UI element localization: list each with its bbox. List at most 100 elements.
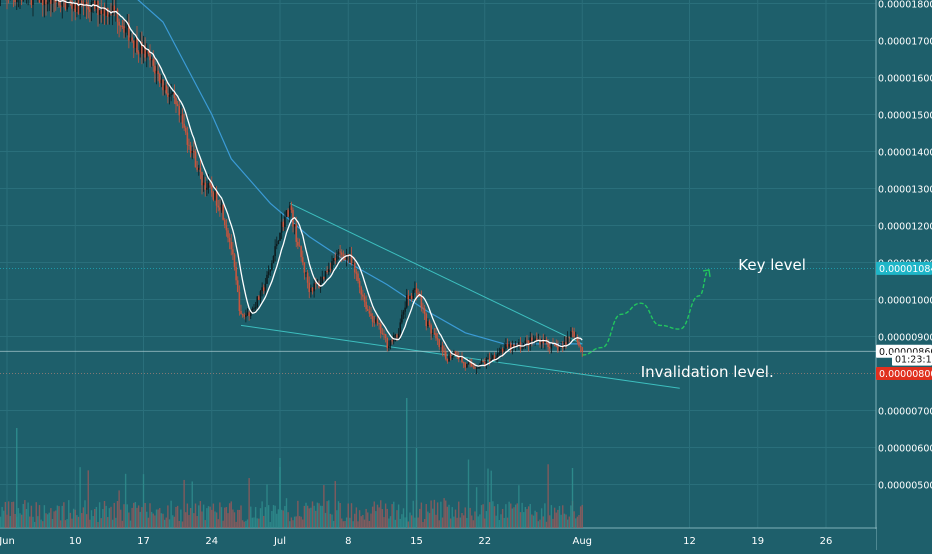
candle-body (429, 321, 431, 325)
volume-bar (300, 517, 301, 528)
candle-body (421, 297, 423, 307)
candle-body (237, 280, 239, 292)
volume-bar (380, 500, 381, 528)
volume-bar (556, 513, 557, 528)
candle-body (404, 308, 406, 312)
volume-spike (572, 468, 573, 528)
volume-bar (71, 519, 72, 528)
candle-body (58, 2, 60, 6)
volume-bar (484, 519, 485, 528)
candle-body (74, 4, 76, 12)
price-tick-label: 0.00001500 (878, 111, 932, 122)
volume-bar (68, 500, 69, 528)
candle-body (274, 246, 276, 256)
volume-bar (531, 514, 532, 528)
volume-bar (110, 507, 111, 528)
volume-bar (460, 518, 461, 528)
candle-body (422, 307, 424, 308)
candle-body (304, 263, 306, 273)
price-badge-label: 0.00001084 (879, 264, 932, 275)
candle-body (235, 267, 237, 280)
candle-body (265, 284, 267, 291)
candle-body (112, 6, 114, 15)
volume-bar (461, 513, 462, 528)
price-axis[interactable]: 0.000018000.000017000.000016000.00001500… (876, 0, 932, 550)
candle-body (21, 0, 23, 1)
volume-bar (3, 511, 4, 528)
candle-body (565, 342, 567, 345)
candle-body (193, 151, 195, 152)
volume-bar (512, 509, 513, 528)
volume-bar (136, 508, 137, 528)
candle-body (370, 314, 372, 317)
candle-body (521, 348, 523, 349)
candle-body (450, 355, 452, 358)
price-tick-label: 0.00001800 (878, 0, 932, 11)
time-tick-label: 26 (820, 536, 833, 547)
candle-body (295, 224, 297, 242)
candle-body (508, 344, 510, 347)
candle-body (71, 1, 73, 9)
candle-body (271, 263, 273, 269)
volume-spike (416, 448, 417, 528)
candle-body (118, 22, 120, 26)
volume-bar (263, 516, 264, 528)
volume-bar (546, 522, 547, 528)
volume-bar (515, 505, 516, 528)
volume-bar (245, 521, 246, 528)
candle-body (229, 238, 231, 242)
volume-bar (39, 505, 40, 528)
candle-body (567, 337, 569, 345)
volume-bar (489, 502, 490, 528)
volume-bar (153, 514, 154, 528)
volume-bar (408, 521, 409, 528)
candle-body (123, 26, 125, 32)
volume-bar (377, 505, 378, 528)
candle-body (47, 2, 49, 5)
time-tick-label: 24 (205, 536, 218, 547)
candle-body (323, 277, 325, 279)
candle-body (372, 316, 374, 322)
volume-bar (517, 503, 518, 528)
candle-body (282, 222, 284, 227)
volume-bar (227, 513, 228, 528)
candle-body (354, 263, 356, 272)
candle-body (500, 349, 502, 353)
candle-body (40, 0, 42, 2)
time-tick-label: 22 (478, 536, 491, 547)
volume-bar (118, 490, 119, 528)
price-tick-label: 0.00001400 (878, 148, 932, 159)
candle-body (91, 2, 93, 12)
candle-body (50, 0, 52, 4)
volume-bar (421, 503, 422, 528)
candle-body (201, 172, 203, 185)
volume-bar (23, 504, 24, 528)
volume-bar (476, 487, 477, 528)
candle-body (133, 40, 135, 47)
candle-body (513, 345, 515, 347)
volume-bar (435, 515, 436, 528)
volume-bar (73, 509, 74, 528)
annotation-label: Key level (738, 256, 806, 274)
volume-bar (287, 512, 288, 528)
candle-body (135, 38, 137, 48)
volume-bar (492, 501, 493, 528)
candle-body (269, 270, 271, 272)
volume-bar (252, 518, 253, 528)
candle-body (476, 368, 478, 369)
candle-body (78, 0, 80, 14)
volume-bar (513, 507, 514, 528)
volume-bar (310, 508, 311, 528)
candle-body (373, 322, 375, 323)
volume-bar (450, 518, 451, 528)
candle-body (284, 217, 286, 227)
candle-body (136, 38, 138, 52)
price-tick-label: 0.00001300 (878, 185, 932, 196)
volume-bar (478, 516, 479, 528)
candle-body (182, 114, 184, 123)
volume-bar (232, 510, 233, 528)
volume-bar (487, 469, 488, 528)
